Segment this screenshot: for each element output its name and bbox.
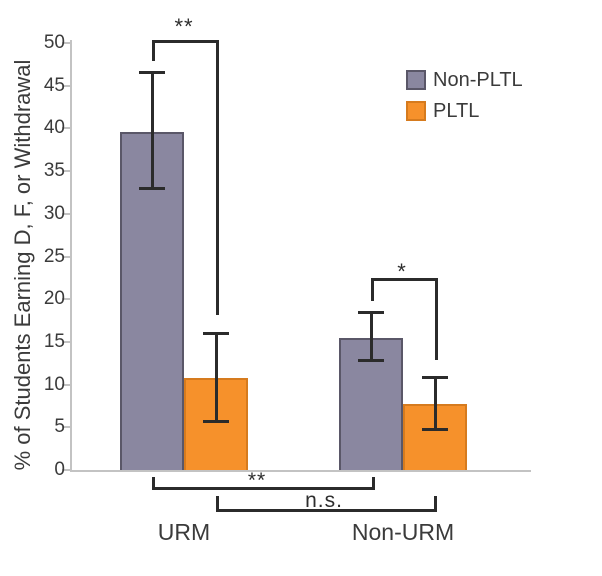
- y-tick: [62, 426, 70, 429]
- legend-swatch-pltl: [406, 101, 426, 121]
- error-bar-non-pltl-non-urm-line: [369, 312, 373, 361]
- y-tick-label: 30: [43, 202, 65, 224]
- y-tick: [62, 84, 70, 87]
- category-label-non-urm: Non-URM: [351, 519, 455, 545]
- sig-label-nonpltl-across: **: [247, 469, 267, 492]
- sig-label-pltl-across: n.s.: [305, 489, 343, 512]
- error-bar-non-pltl-urm-cap-top: [139, 70, 165, 74]
- sig-bracket-pltl-across-line: [216, 509, 437, 512]
- error-bar-non-pltl-urm-line: [150, 72, 154, 189]
- y-tick-label: 0: [54, 459, 65, 480]
- y-tick: [62, 469, 70, 471]
- sig-bracket-pltl-across-arm1: [216, 496, 219, 512]
- error-bar-non-pltl-non-urm-cap-top: [358, 311, 384, 315]
- error-bar-pltl-non-urm-cap-bottom: [422, 428, 448, 432]
- category-label-urm: URM: [157, 519, 211, 545]
- y-tick-label: 5: [54, 416, 65, 438]
- y-axis-line: [70, 40, 72, 472]
- y-tick: [62, 383, 70, 386]
- sig-bracket-nonurm-within-line: [371, 278, 438, 281]
- error-bar-pltl-non-urm-line: [433, 377, 437, 430]
- sig-bracket-nonurm-within-arm1: [371, 278, 374, 301]
- legend-label-non-pltl: Non-PLTL: [433, 69, 523, 91]
- legend-entry-pltl: PLTL: [406, 101, 479, 121]
- error-bar-pltl-urm-cap-top: [203, 331, 229, 335]
- sig-bracket-urm-within-arm1: [152, 40, 155, 61]
- sig-label-nonurm-within: *: [397, 259, 407, 284]
- y-tick: [62, 298, 70, 301]
- y-tick: [62, 255, 70, 258]
- legend-label-pltl: PLTL: [433, 100, 480, 122]
- y-tick-label: 45: [43, 74, 65, 96]
- sig-label-urm-within: **: [174, 14, 194, 39]
- sig-bracket-nonpltl-across-arm1: [152, 477, 155, 490]
- y-tick-label: 40: [43, 117, 65, 139]
- y-tick-label: 15: [43, 330, 65, 352]
- sig-bracket-urm-within-line: [152, 40, 219, 43]
- y-tick-label: 35: [43, 160, 65, 182]
- y-tick: [62, 212, 70, 215]
- sig-bracket-nonurm-within-arm2: [435, 278, 438, 360]
- y-tick-label: 50: [43, 32, 65, 53]
- y-tick: [62, 340, 70, 343]
- error-bar-non-pltl-urm-cap-bottom: [139, 186, 165, 190]
- sig-bracket-pltl-across-arm2: [434, 496, 437, 512]
- legend-swatch-non-pltl: [406, 70, 426, 90]
- sig-bracket-nonpltl-across-arm2: [372, 477, 375, 490]
- y-tick: [62, 170, 70, 173]
- y-tick: [62, 42, 70, 44]
- y-tick-label: 10: [43, 373, 65, 395]
- y-tick-label: 25: [43, 245, 65, 267]
- error-bar-pltl-urm-cap-bottom: [203, 419, 229, 423]
- y-tick: [62, 127, 70, 130]
- error-bar-pltl-non-urm-cap-top: [422, 376, 448, 380]
- x-axis-line: [70, 470, 531, 472]
- y-tick-label: 20: [43, 288, 65, 310]
- error-bar-pltl-urm-line: [214, 333, 218, 422]
- legend-entry-non-pltl: Non-PLTL: [406, 70, 523, 90]
- error-bar-non-pltl-non-urm-cap-bottom: [358, 359, 384, 363]
- sig-bracket-nonpltl-across-line: [152, 487, 375, 490]
- sig-bracket-urm-within-arm2: [216, 40, 219, 315]
